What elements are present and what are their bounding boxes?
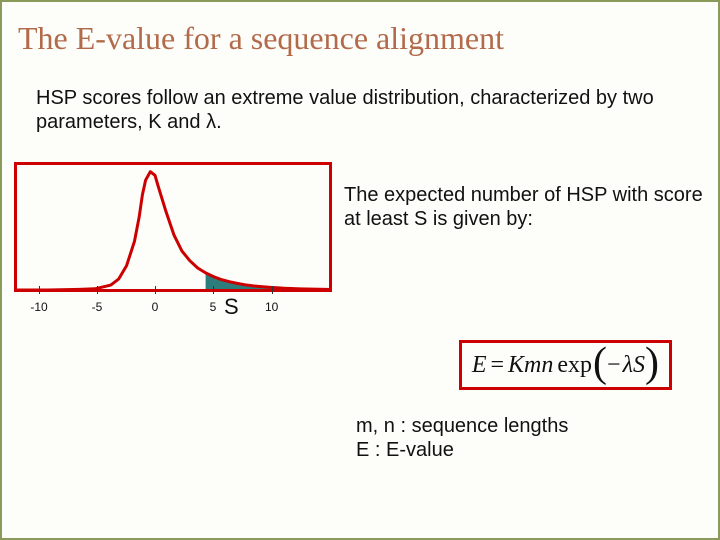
e-value-formula: E = K m n exp ( − λ S ) xyxy=(459,340,672,389)
formula-lambda: λ xyxy=(623,352,633,379)
mid-row: The expected number of HSP with score at… xyxy=(16,160,708,296)
minus-sign: − xyxy=(607,352,621,379)
left-paren: ( xyxy=(593,349,607,378)
formula-m: m xyxy=(524,352,541,379)
xtick-10: 10 xyxy=(243,300,301,314)
intro-text: HSP scores follow an extreme value distr… xyxy=(36,87,700,134)
xtick-5: 5 xyxy=(184,300,242,314)
slide: The E-value for a sequence alignment HSP… xyxy=(2,2,718,538)
formula-S: S xyxy=(633,352,645,379)
slide-title: The E-value for a sequence alignment xyxy=(18,20,708,57)
legend: m, n : sequence lengths E : E-value xyxy=(356,414,708,462)
legend-e: E : E-value xyxy=(356,438,708,462)
x-axis: -10 -5 0 5 S 10 xyxy=(10,294,708,320)
formula-container: E = K m n exp ( − λ S ) xyxy=(16,340,708,389)
formula-K: K xyxy=(508,352,524,379)
equals-sign: = xyxy=(490,352,504,379)
evd-chart xyxy=(10,160,338,296)
expected-text: The expected number of HSP with score at… xyxy=(344,160,708,231)
formula-n: n xyxy=(541,352,553,379)
xtick-0: 0 xyxy=(126,300,184,314)
legend-mn: m, n : sequence lengths xyxy=(356,414,708,438)
formula-lhs: E xyxy=(472,352,487,379)
formula-exp: exp xyxy=(557,352,592,379)
xtick-neg5: -5 xyxy=(68,300,126,314)
chart-red-frame xyxy=(14,162,332,292)
xtick-neg10: -10 xyxy=(10,300,68,314)
right-paren: ) xyxy=(645,349,659,378)
